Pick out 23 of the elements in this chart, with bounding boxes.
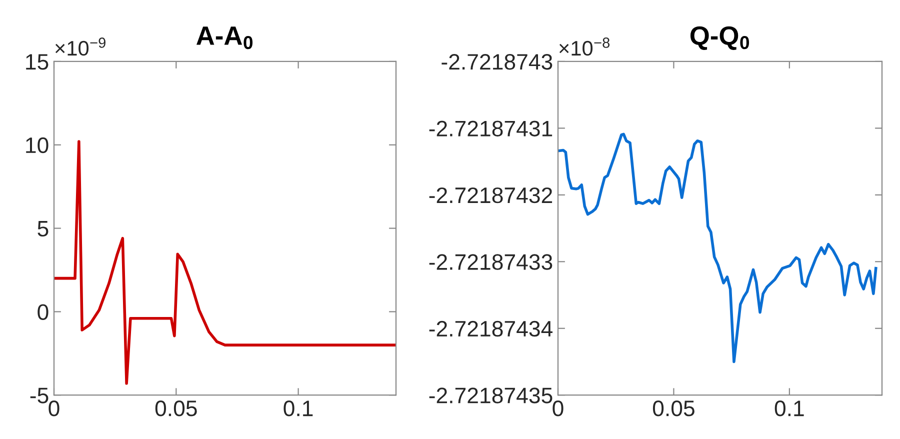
y-tick-label: -2.72187434 xyxy=(429,320,552,337)
text: ×10$^{−8}$ xyxy=(559,38,610,56)
line-series xyxy=(558,132,878,364)
x-tick-label: 0.1 xyxy=(284,400,313,416)
chart-title: A-A$_{0}$ xyxy=(196,26,252,50)
text: ×10$^{−9}$ xyxy=(55,38,106,56)
y-tick-label: 15 xyxy=(26,54,48,70)
chart-title: Q-Q$_{0}$ xyxy=(690,26,749,50)
y-tick-label: -2.72187431 xyxy=(429,120,552,136)
x-tick-label: 0.1 xyxy=(774,400,804,416)
line-series xyxy=(54,140,396,385)
y-tick-label: -5 xyxy=(30,388,48,404)
y-tick-label: -2.72187432 xyxy=(429,187,552,204)
x-tick-label: 0 xyxy=(552,400,564,416)
y-tick-label: 0 xyxy=(38,304,48,320)
x-tick-label: 0.05 xyxy=(652,400,694,416)
y-tick-label: 10 xyxy=(26,137,48,154)
y-tick-label: -2.7218743 xyxy=(442,54,552,70)
x-tick-label: 0.05 xyxy=(155,400,197,416)
y-tick-label: -2.72187435 xyxy=(429,388,552,404)
x-tick-label: 0 xyxy=(48,400,60,416)
y-tick-label: -2.72187433 xyxy=(429,254,552,270)
y-tick-label: 5 xyxy=(38,221,48,237)
